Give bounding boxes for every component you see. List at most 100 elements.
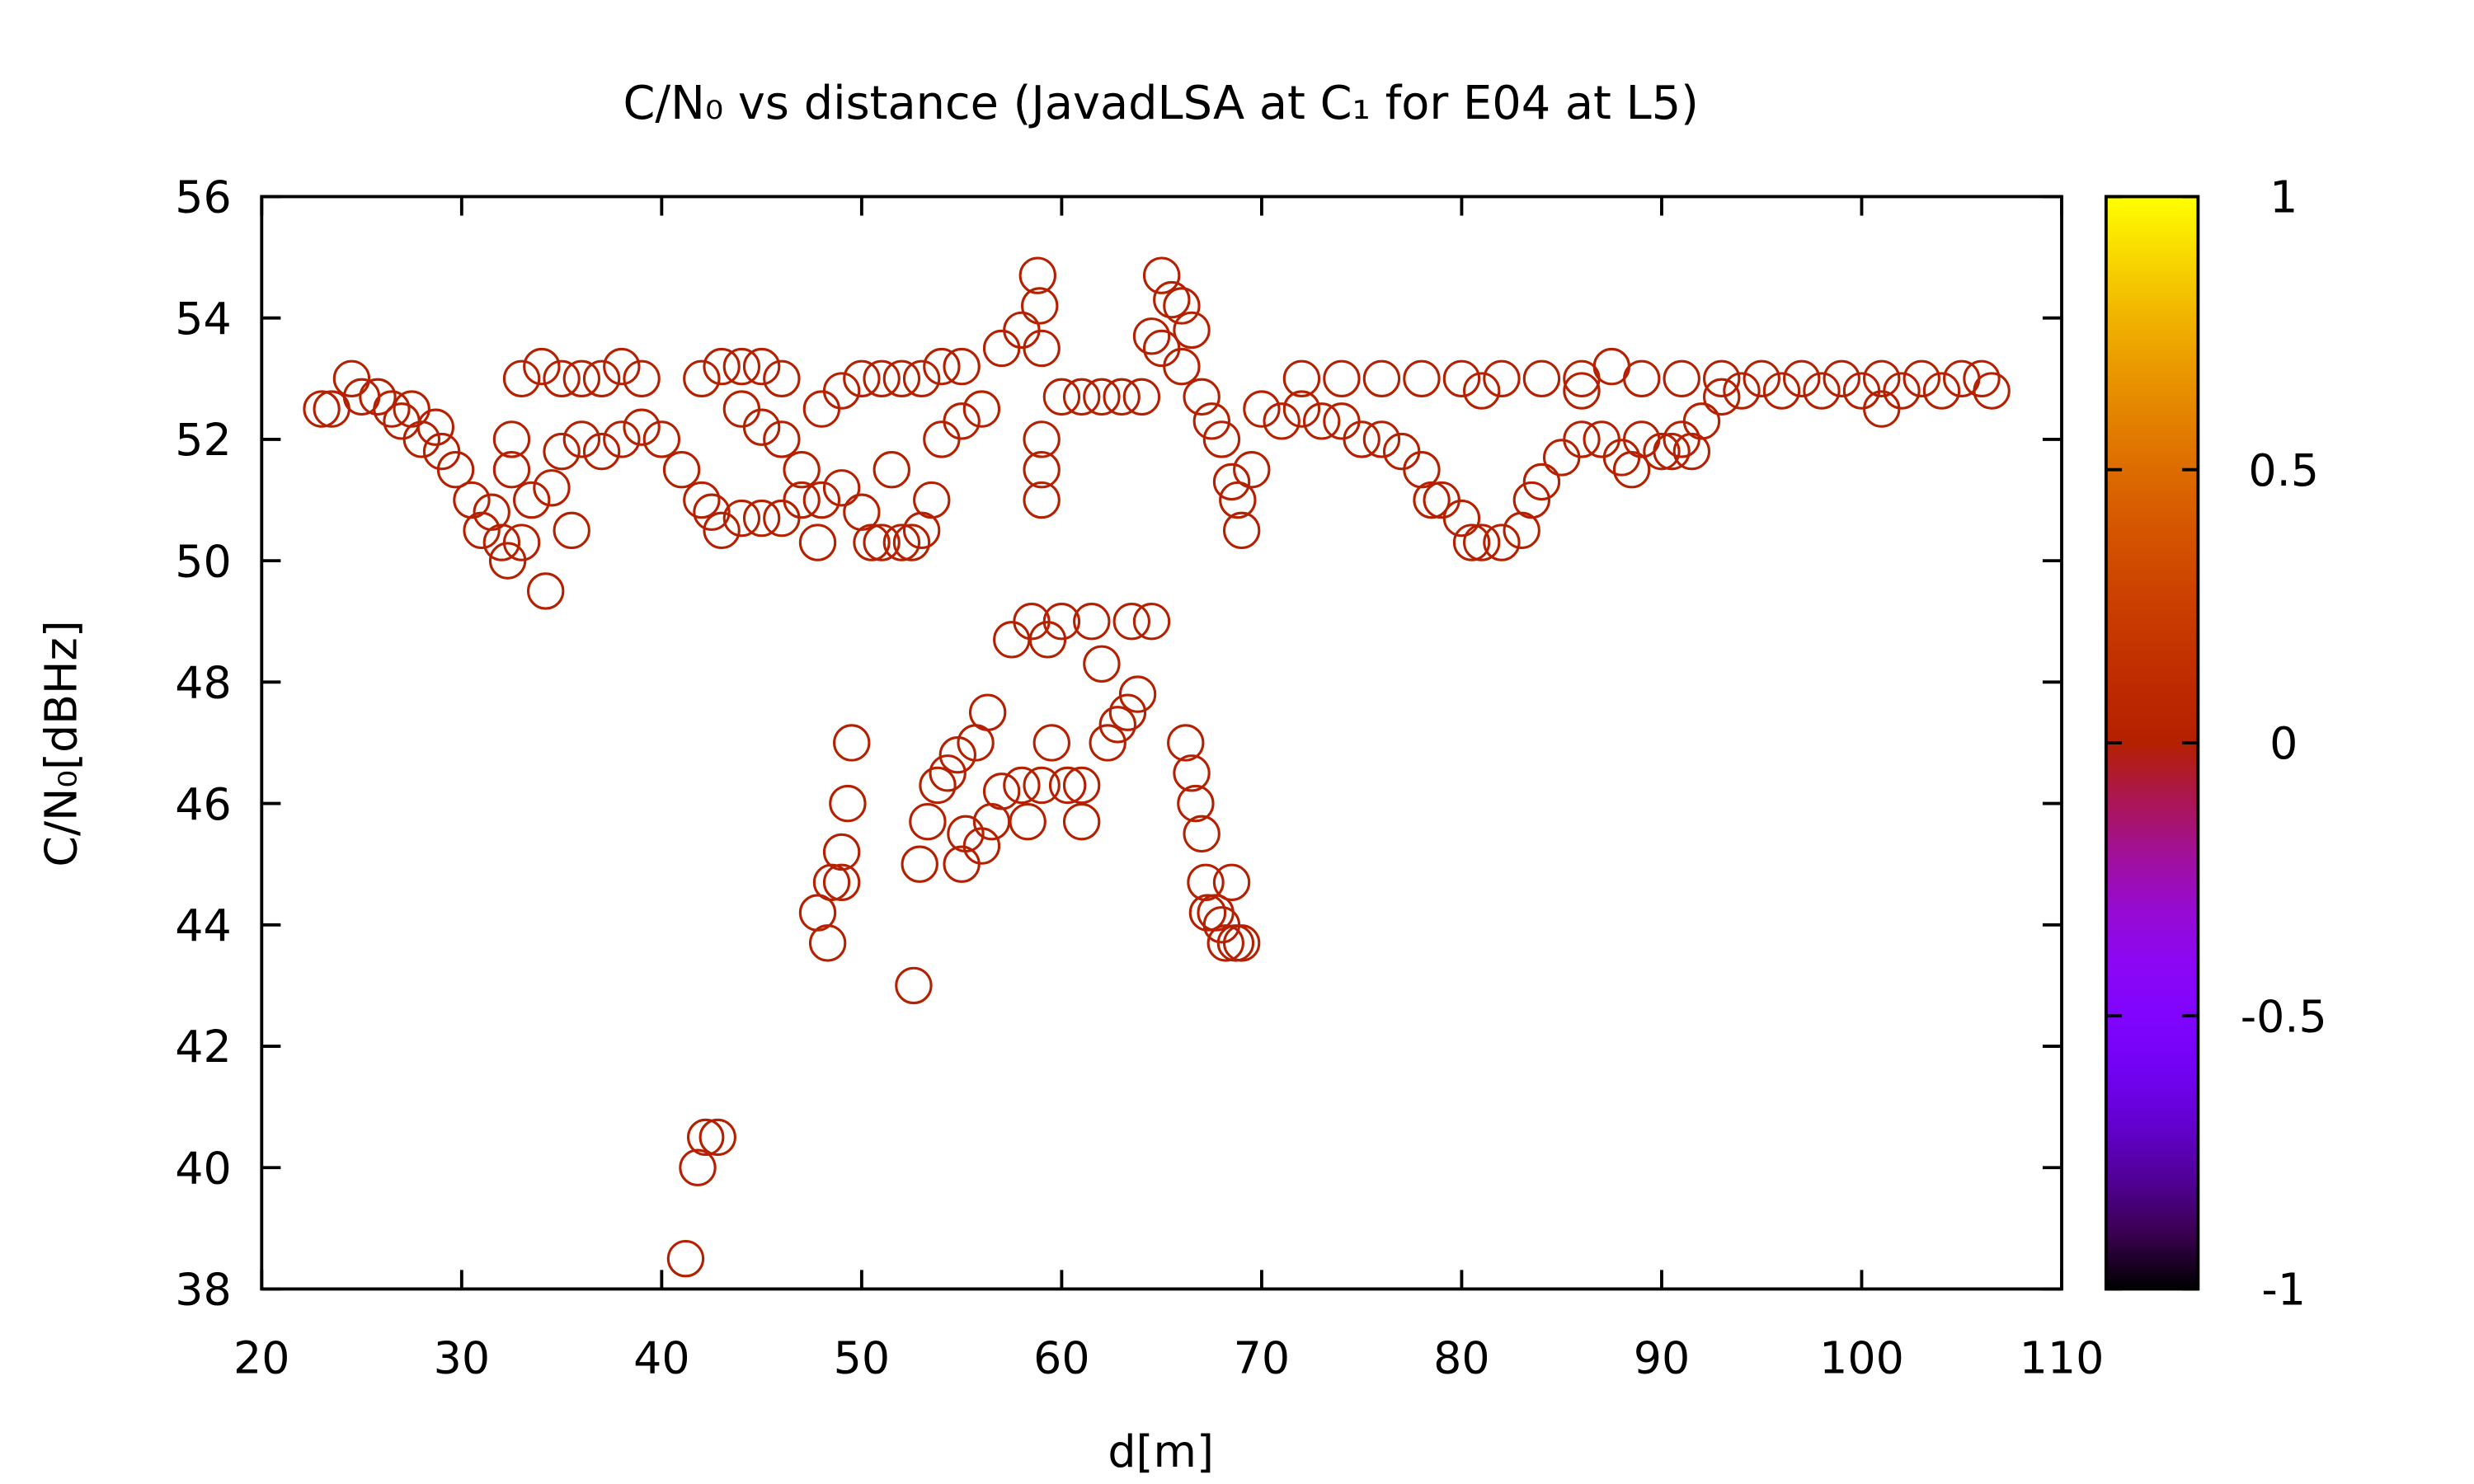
point (1413, 481, 1451, 519)
point (1762, 372, 1801, 410)
x-tick-label: 50 (834, 1331, 890, 1383)
point (1089, 724, 1126, 762)
chart-title: C/N₀ vs distance (JavadLSA at C₁ for E04… (623, 77, 1698, 130)
point (1302, 402, 1341, 440)
point (1563, 420, 1601, 458)
point (1083, 378, 1121, 416)
point (1522, 359, 1561, 397)
point (1202, 420, 1241, 458)
point (802, 481, 841, 519)
point (909, 802, 947, 841)
point (993, 621, 1031, 659)
point (919, 766, 957, 805)
point (1122, 378, 1161, 416)
x-tick-label: 110 (2020, 1331, 2105, 1383)
point (1703, 378, 1741, 416)
point (1653, 432, 1691, 471)
point (962, 390, 1001, 428)
plot-frame (260, 195, 2063, 1291)
point (623, 408, 661, 446)
point (1483, 524, 1521, 561)
point (1163, 287, 1201, 325)
point (1323, 402, 1361, 440)
point (1883, 372, 1921, 410)
point (1112, 603, 1150, 641)
point (482, 524, 521, 561)
cb-tick-label: 1 (2269, 171, 2298, 223)
point (833, 724, 871, 762)
point (1098, 706, 1136, 744)
point (603, 420, 641, 458)
point (783, 481, 821, 519)
point (562, 359, 601, 397)
x-tick-label: 20 (233, 1331, 289, 1383)
point (943, 402, 981, 440)
point (892, 524, 931, 561)
y-tick-label: 50 (175, 535, 231, 587)
point (1173, 754, 1211, 792)
point (829, 784, 867, 823)
point (662, 451, 701, 489)
point (763, 420, 801, 458)
point (1442, 359, 1481, 397)
y-tick-label: 48 (175, 657, 231, 709)
point (523, 347, 561, 386)
y-tick-label: 56 (175, 171, 231, 223)
point (1703, 359, 1741, 397)
point (1222, 924, 1261, 962)
x-tick-label: 40 (633, 1331, 690, 1383)
point (968, 693, 1007, 731)
y-tick-label: 52 (175, 414, 231, 466)
x-axis-label: d[m] (1108, 1425, 1214, 1477)
point (1583, 420, 1620, 458)
point (562, 420, 601, 458)
point (853, 524, 891, 561)
point (938, 735, 976, 774)
point (1153, 280, 1191, 319)
point (1362, 420, 1401, 458)
point (882, 359, 921, 397)
point (1118, 675, 1157, 713)
point (722, 499, 761, 538)
x-tick-label: 60 (1033, 1331, 1090, 1383)
y-tick-label: 46 (175, 778, 231, 830)
point (1173, 311, 1211, 350)
point (683, 481, 721, 519)
point (1382, 432, 1421, 471)
point (1903, 359, 1940, 397)
point (1743, 359, 1780, 397)
point (1403, 359, 1441, 397)
point (1233, 451, 1271, 489)
point (1042, 603, 1081, 641)
point (1842, 372, 1881, 410)
cb-tick-label: -0.5 (2241, 990, 2327, 1042)
point (1142, 329, 1181, 368)
point (1623, 359, 1661, 397)
point (1009, 802, 1047, 841)
point (1783, 359, 1821, 397)
point (1108, 693, 1147, 731)
point (798, 524, 837, 561)
cb-tick-label: 0 (2269, 717, 2298, 769)
point (502, 359, 541, 397)
point (463, 511, 501, 550)
point (402, 420, 441, 458)
point (582, 432, 621, 471)
point (763, 359, 801, 397)
cb-tick-label: 0.5 (2248, 444, 2319, 496)
point (1323, 359, 1361, 397)
point (822, 372, 861, 410)
point (913, 481, 951, 519)
point (1963, 359, 2001, 397)
point (703, 511, 741, 550)
point (693, 493, 731, 531)
point (1042, 378, 1081, 416)
point (822, 863, 861, 901)
cb-tick-label: -1 (2261, 1264, 2306, 1316)
point (1132, 317, 1171, 355)
point (843, 359, 881, 397)
point (1243, 390, 1281, 428)
point (722, 347, 761, 386)
point (543, 359, 581, 397)
point (1032, 724, 1070, 762)
